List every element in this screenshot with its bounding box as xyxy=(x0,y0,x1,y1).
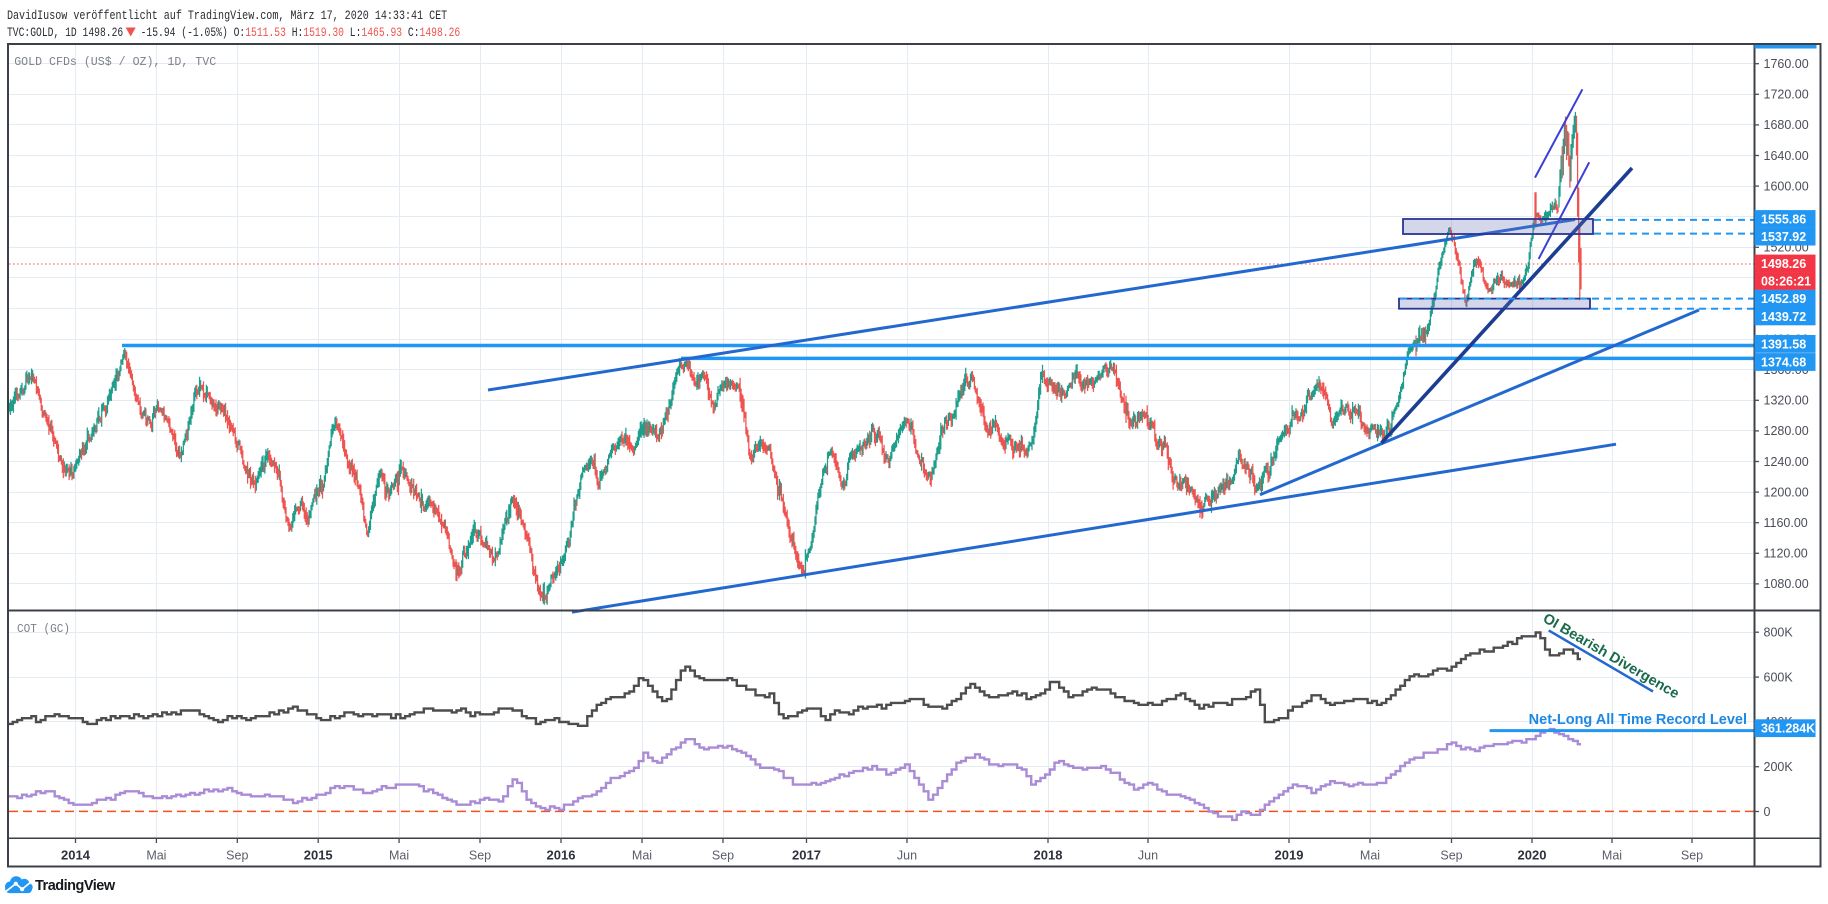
svg-text:600K: 600K xyxy=(1764,670,1794,684)
svg-text:08:26:21: 08:26:21 xyxy=(1761,274,1811,288)
svg-text:1680.00: 1680.00 xyxy=(1764,118,1809,132)
svg-text:DavidIusow veröffentlicht auf: DavidIusow veröffentlicht auf TradingVie… xyxy=(7,8,447,23)
svg-text:GOLD CFDs (US$ / OZ), 1D, TVC: GOLD CFDs (US$ / OZ), 1D, TVC xyxy=(14,55,216,69)
svg-text:2017: 2017 xyxy=(792,848,821,863)
svg-text:1120.00: 1120.00 xyxy=(1764,547,1808,561)
svg-text:1537.92: 1537.92 xyxy=(1761,230,1806,244)
svg-text:Sep: Sep xyxy=(469,849,491,863)
svg-text:C:: C: xyxy=(402,25,419,40)
svg-text:0: 0 xyxy=(1764,805,1771,819)
svg-text:Net-Long All Time Record Level: Net-Long All Time Record Level xyxy=(1529,712,1747,728)
svg-text:2020: 2020 xyxy=(1518,848,1547,863)
svg-text:COT (GC): COT (GC) xyxy=(17,622,70,636)
svg-text:361.284K: 361.284K xyxy=(1761,722,1815,736)
svg-text:-15.94 (-1.05%) O:: -15.94 (-1.05%) O: xyxy=(141,25,246,40)
svg-text:TradingView: TradingView xyxy=(35,878,116,894)
svg-text:1240.00: 1240.00 xyxy=(1764,455,1809,469)
svg-text:1555.86: 1555.86 xyxy=(1761,212,1806,226)
svg-text:Sep: Sep xyxy=(1681,849,1703,863)
svg-text:L:: L: xyxy=(344,25,361,40)
svg-text:2016: 2016 xyxy=(547,848,576,863)
svg-text:1511.53: 1511.53 xyxy=(245,25,286,40)
svg-text:1640.00: 1640.00 xyxy=(1764,149,1809,163)
svg-text:1498.26: 1498.26 xyxy=(420,25,461,40)
svg-text:1391.58: 1391.58 xyxy=(1761,337,1806,351)
svg-text:1720.00: 1720.00 xyxy=(1764,88,1809,102)
svg-text:H:: H: xyxy=(286,25,303,40)
svg-text:Sep: Sep xyxy=(226,849,248,863)
svg-text:1452.89: 1452.89 xyxy=(1761,292,1806,306)
svg-text:1760.00: 1760.00 xyxy=(1764,57,1809,71)
svg-text:1280.00: 1280.00 xyxy=(1764,424,1809,438)
svg-text:1374.68: 1374.68 xyxy=(1761,355,1806,369)
svg-text:Jun: Jun xyxy=(1138,849,1158,863)
svg-text:Mai: Mai xyxy=(1602,849,1622,863)
svg-text:1080.00: 1080.00 xyxy=(1764,577,1809,591)
svg-text:1160.00: 1160.00 xyxy=(1764,516,1808,530)
svg-text:Jun: Jun xyxy=(897,849,917,863)
svg-text:Sep: Sep xyxy=(1440,849,1462,863)
svg-text:1600.00: 1600.00 xyxy=(1764,179,1809,193)
svg-text:800K: 800K xyxy=(1764,626,1794,640)
svg-text:1465.93: 1465.93 xyxy=(361,25,402,40)
svg-text:2014: 2014 xyxy=(61,848,91,863)
svg-text:Sep: Sep xyxy=(712,849,734,863)
svg-text:2015: 2015 xyxy=(304,848,333,863)
svg-text:TVC:GOLD, 1D 1498.26: TVC:GOLD, 1D 1498.26 xyxy=(7,25,123,40)
svg-text:Mai: Mai xyxy=(389,849,409,863)
svg-text:1519.30: 1519.30 xyxy=(303,25,344,40)
svg-text:1498.26: 1498.26 xyxy=(1761,257,1806,271)
svg-text:1439.72: 1439.72 xyxy=(1761,310,1806,324)
svg-text:Mai: Mai xyxy=(1360,849,1380,863)
svg-text:200K: 200K xyxy=(1764,760,1794,774)
svg-text:2019: 2019 xyxy=(1275,848,1304,863)
svg-text:1200.00: 1200.00 xyxy=(1764,485,1809,499)
svg-text:2018: 2018 xyxy=(1034,848,1063,863)
svg-text:1320.00: 1320.00 xyxy=(1764,394,1809,408)
svg-text:Mai: Mai xyxy=(632,849,652,863)
svg-text:Mai: Mai xyxy=(146,849,166,863)
